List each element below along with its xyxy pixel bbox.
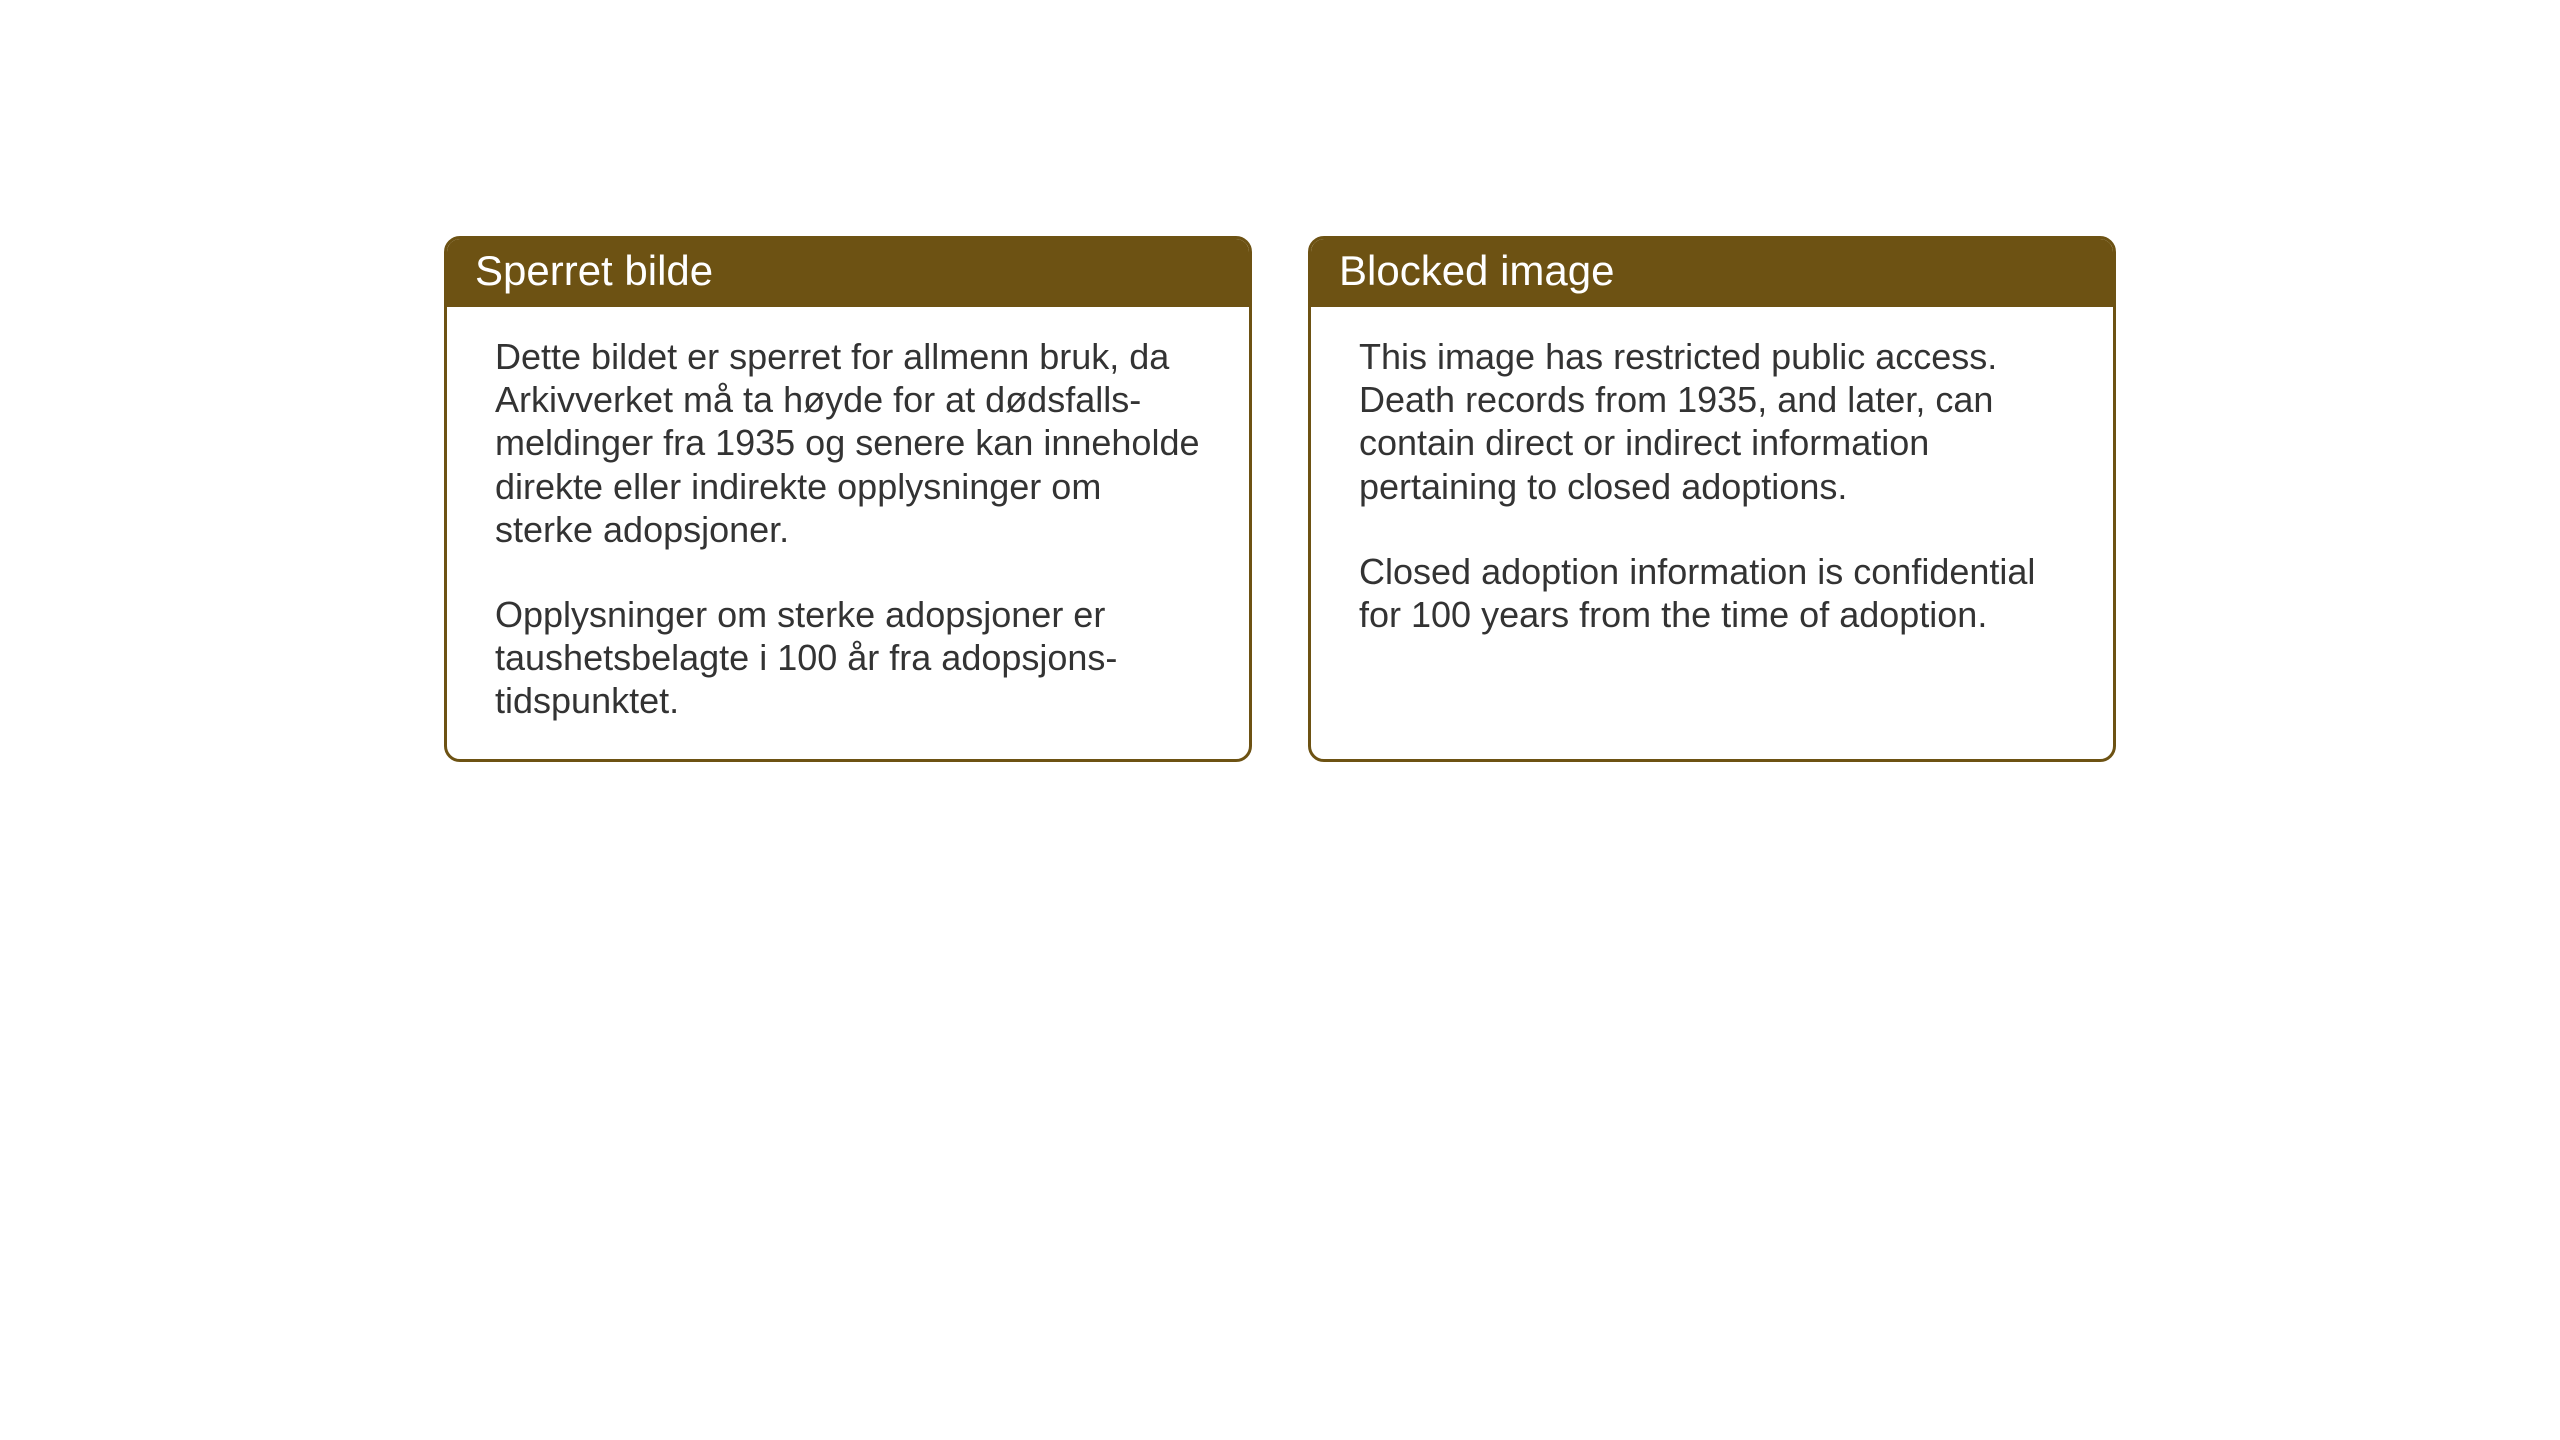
norwegian-paragraph-1: Dette bildet er sperret for allmenn bruk… [495,335,1201,551]
english-paragraph-1: This image has restricted public access.… [1359,335,2065,508]
notice-container: Sperret bilde Dette bildet er sperret fo… [444,236,2116,762]
norwegian-card-title: Sperret bilde [447,239,1249,307]
english-card-body: This image has restricted public access.… [1311,307,2113,672]
english-notice-card: Blocked image This image has restricted … [1308,236,2116,762]
english-card-title: Blocked image [1311,239,2113,307]
norwegian-paragraph-2: Opplysninger om sterke adopsjoner er tau… [495,593,1201,723]
norwegian-card-body: Dette bildet er sperret for allmenn bruk… [447,307,1249,759]
norwegian-notice-card: Sperret bilde Dette bildet er sperret fo… [444,236,1252,762]
english-paragraph-2: Closed adoption information is confident… [1359,550,2065,636]
